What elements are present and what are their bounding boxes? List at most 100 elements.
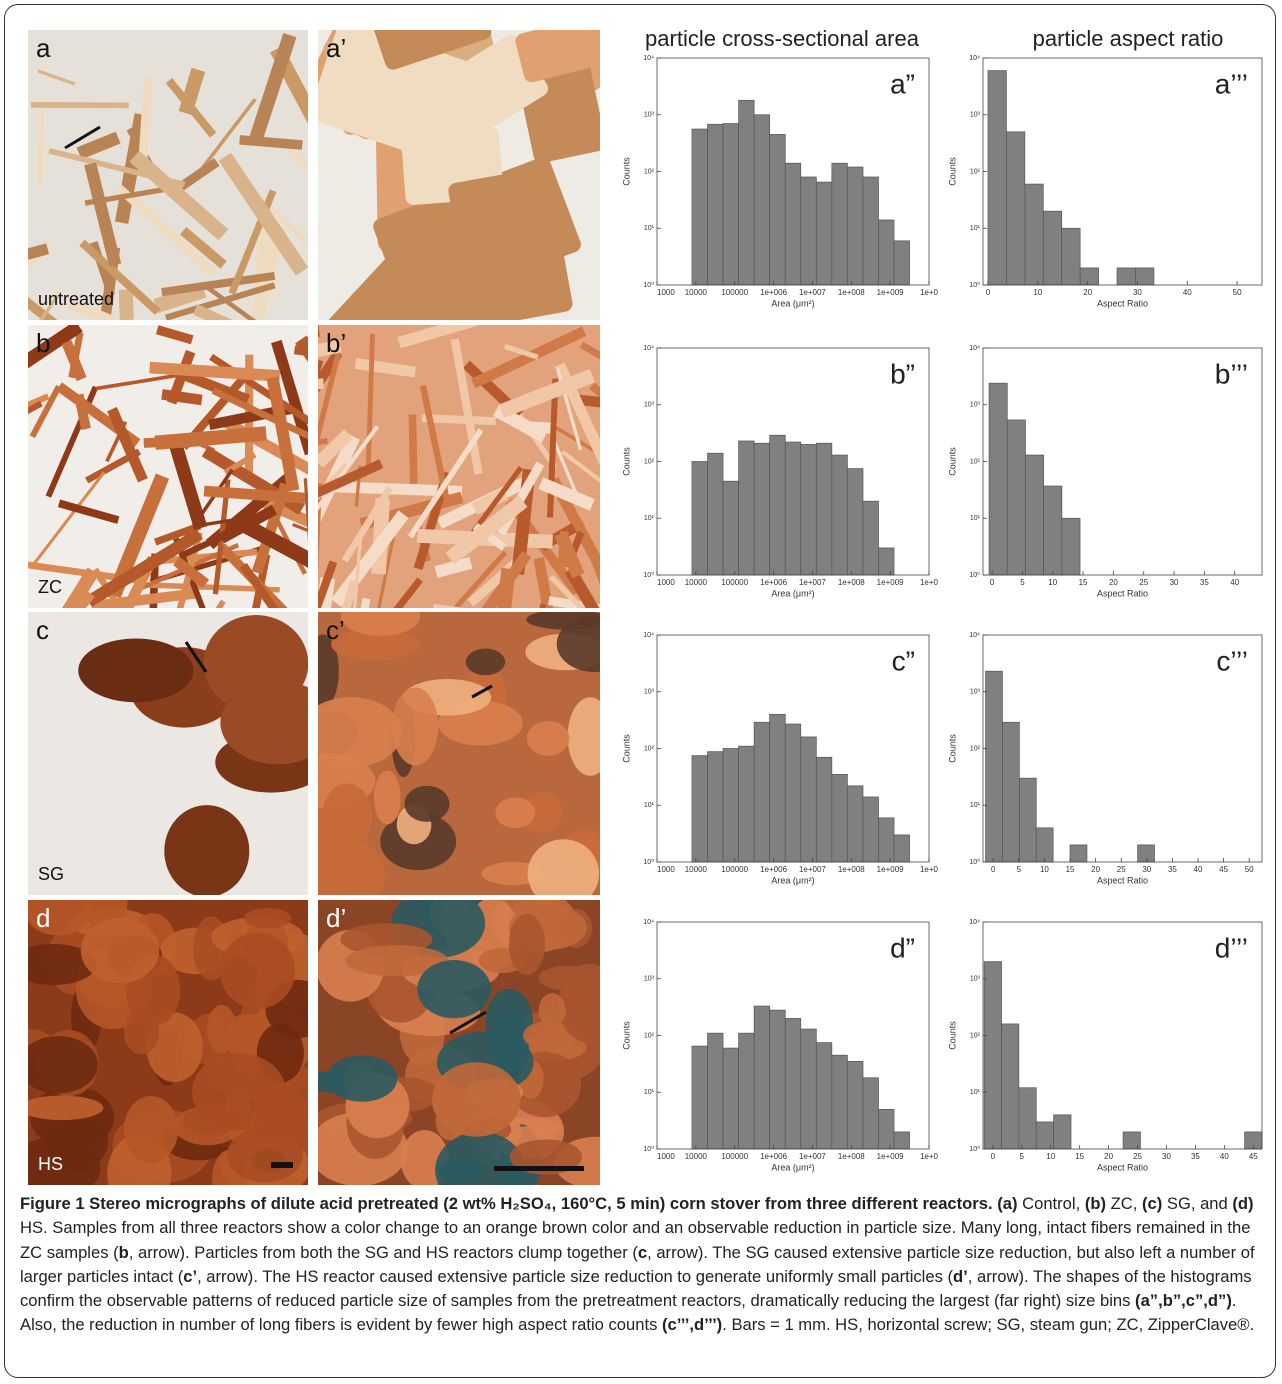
- grain: [539, 993, 566, 1028]
- caption-text: (c’’’,d’’’): [662, 1315, 722, 1334]
- x-tick-label: 45: [1219, 865, 1228, 874]
- caption-text: Control,: [1018, 1194, 1085, 1213]
- panel-label: d”: [890, 932, 915, 963]
- x-tick-label: 10: [1046, 1152, 1055, 1161]
- x-axis-label: Area (μm²): [771, 298, 814, 308]
- y-axis-label: Counts: [621, 1021, 631, 1050]
- x-tick-label: 1e+006: [760, 1152, 787, 1161]
- caption-text: Figure 1 Stereo micrographs of dilute ac…: [20, 1194, 1018, 1213]
- y-tick-label: 10⁴: [969, 632, 980, 639]
- bar: [1025, 184, 1043, 285]
- bar: [723, 481, 739, 575]
- grain: [20, 1096, 103, 1121]
- y-tick-label: 10¹: [644, 1089, 655, 1096]
- caption-text: , arrow). Particles from both the SG and…: [129, 1243, 638, 1262]
- column-title: particle cross-sectional area: [645, 26, 920, 51]
- x-tick-label: 40: [1183, 288, 1192, 297]
- x-axis-label: Area (μm²): [771, 588, 814, 598]
- y-tick-label: 10⁴: [969, 919, 980, 926]
- grain: [374, 771, 401, 825]
- grain: [417, 960, 491, 1018]
- bar: [739, 441, 755, 575]
- y-tick-label: 10¹: [644, 802, 655, 809]
- bar: [785, 724, 800, 862]
- bar: [1080, 268, 1098, 285]
- y-tick-label: 10⁰: [643, 281, 654, 289]
- caption-text: c’: [183, 1267, 197, 1286]
- bar: [1019, 1088, 1036, 1149]
- bar: [1062, 518, 1080, 575]
- x-tick-label: 1e+0: [920, 288, 939, 297]
- bar: [770, 1010, 786, 1149]
- x-tick-label: 45: [1249, 1152, 1258, 1161]
- y-tick-label: 10¹: [970, 1089, 981, 1096]
- x-tick-label: 1e+0: [920, 578, 939, 587]
- photo: [28, 612, 335, 897]
- bar: [816, 182, 832, 285]
- bar: [984, 962, 1001, 1149]
- x-tick-label: 1e+007: [799, 865, 826, 874]
- grain: [568, 697, 613, 776]
- bar: [816, 443, 832, 575]
- x-axis-label: Aspect Ratio: [1097, 875, 1148, 885]
- x-tick-label: 30: [1142, 865, 1151, 874]
- x-tick-label: 30: [1162, 1152, 1171, 1161]
- y-axis-label: Counts: [947, 447, 957, 476]
- x-tick-label: 0: [991, 865, 996, 874]
- x-tick-label: 1e+008: [838, 1152, 865, 1161]
- clump: [220, 681, 335, 764]
- bar: [1036, 828, 1053, 862]
- y-axis-label: Counts: [947, 157, 957, 186]
- panel-label: d’’’: [1215, 932, 1248, 963]
- bar: [708, 1033, 723, 1149]
- x-tick-label: 1e+006: [760, 288, 787, 297]
- bar: [770, 435, 786, 575]
- clump: [78, 638, 193, 702]
- bar: [785, 163, 800, 285]
- page: particle cross-sectional area particle a…: [0, 0, 1282, 1384]
- y-tick-label: 10²: [644, 1032, 655, 1039]
- x-tick-label: 1000: [657, 1152, 675, 1161]
- grain: [466, 649, 505, 676]
- bar: [1025, 455, 1043, 575]
- y-tick-label: 10³: [644, 976, 655, 983]
- bar: [832, 455, 848, 575]
- grain: [327, 1055, 398, 1101]
- bar: [770, 714, 786, 862]
- caption-text: d’: [953, 1267, 968, 1286]
- y-tick-label: 10⁴: [643, 919, 654, 926]
- bar: [847, 469, 863, 575]
- x-tick-label: 10: [1048, 578, 1057, 587]
- bar: [1036, 1122, 1053, 1149]
- grain: [81, 918, 159, 984]
- photo-label: c: [36, 615, 49, 645]
- x-axis-label: Area (μm²): [771, 875, 814, 885]
- bar: [894, 835, 910, 862]
- bar: [1138, 845, 1155, 862]
- y-tick-label: 10³: [644, 689, 655, 696]
- photo-label: d: [36, 903, 50, 933]
- caption-text: b: [119, 1243, 129, 1262]
- fiber: [31, 102, 129, 108]
- bar: [878, 548, 894, 575]
- photo-label: a: [36, 33, 51, 63]
- x-tick-label: 1e+006: [760, 865, 787, 874]
- x-tick-label: 1e+009: [877, 578, 904, 587]
- x-tick-label: 40: [1220, 1152, 1229, 1161]
- photo: [5, 873, 349, 1190]
- fiber: [119, 289, 134, 320]
- x-tick-label: 0: [990, 578, 995, 587]
- fiber: [409, 414, 418, 483]
- caption-text: c: [638, 1243, 647, 1262]
- x-tick-label: 10000: [685, 1152, 708, 1161]
- x-tick-label: 30: [1170, 578, 1179, 587]
- x-tick-label: 1e+009: [877, 288, 904, 297]
- grain: [229, 1014, 257, 1043]
- x-tick-label: 40: [1230, 578, 1239, 587]
- photo-label: c’: [326, 615, 345, 645]
- x-tick-label: 25: [1139, 578, 1148, 587]
- y-axis-label: Counts: [947, 1021, 957, 1050]
- grain: [124, 1096, 178, 1163]
- x-tick-label: 20: [1104, 1152, 1113, 1161]
- x-tick-label: 50: [1245, 865, 1254, 874]
